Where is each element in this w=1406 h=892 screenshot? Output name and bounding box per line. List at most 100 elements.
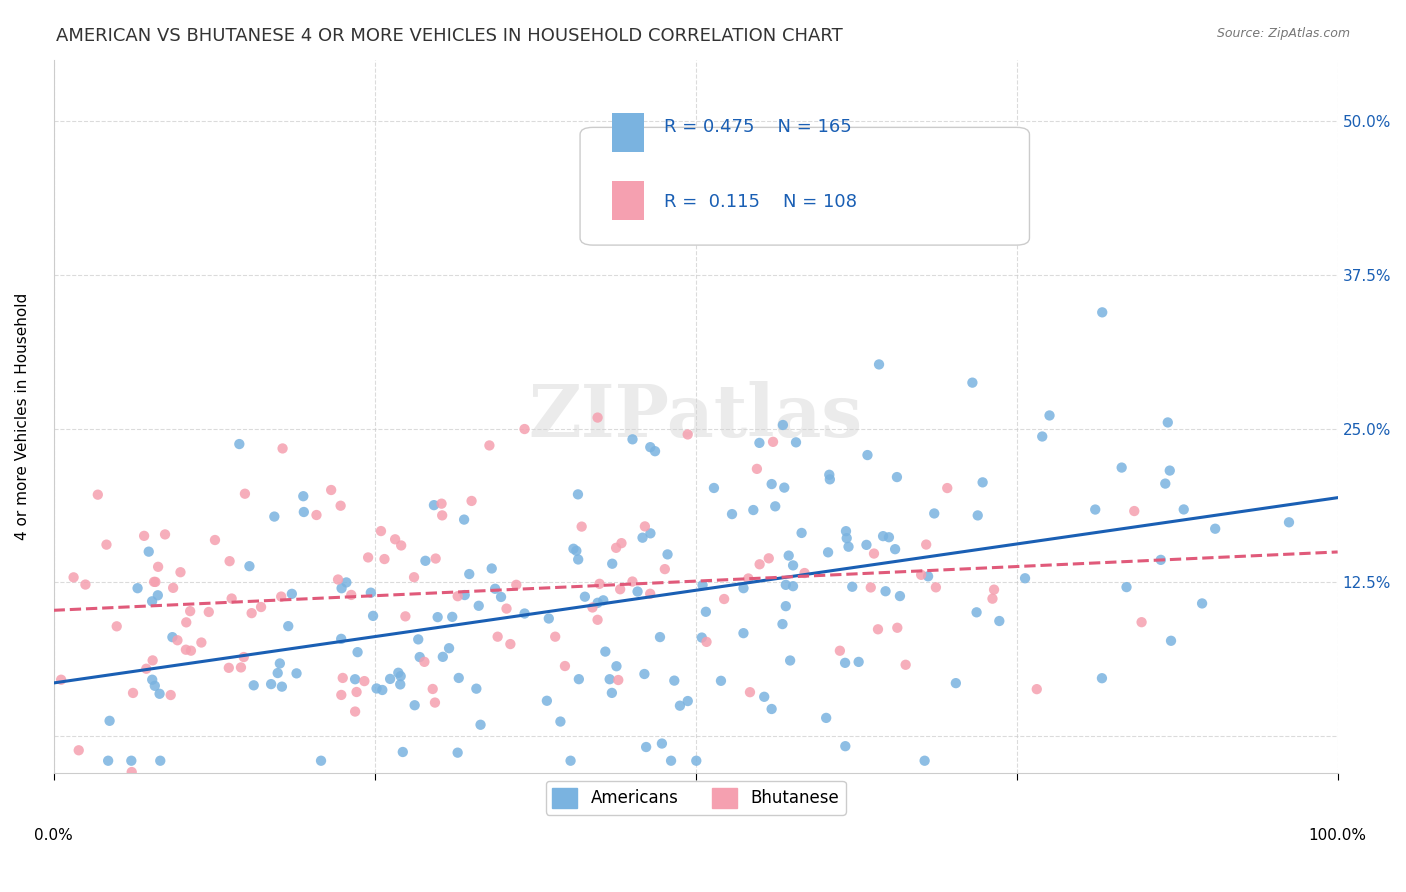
Point — [499, 637, 522, 651]
Point — [309, 754, 332, 768]
Point — [142, 653, 165, 667]
Point — [562, 541, 585, 556]
Point — [754, 690, 776, 704]
Point — [330, 688, 353, 702]
Point — [458, 567, 481, 582]
Point — [856, 448, 879, 462]
Point — [654, 562, 676, 576]
Point — [782, 558, 804, 573]
Point — [607, 673, 630, 687]
Point — [696, 635, 718, 649]
Point — [229, 660, 252, 674]
Point — [378, 672, 401, 686]
Point — [894, 657, 917, 672]
Point — [330, 632, 353, 646]
Point — [1111, 460, 1133, 475]
Text: R = 0.475    N = 165: R = 0.475 N = 165 — [664, 119, 851, 136]
Point — [263, 509, 285, 524]
Point — [446, 746, 468, 760]
Point — [610, 536, 633, 550]
Point — [983, 582, 1005, 597]
Point — [127, 581, 149, 595]
Point — [910, 567, 932, 582]
Point — [692, 578, 714, 592]
Point — [886, 470, 908, 484]
Point — [544, 630, 567, 644]
Text: AMERICAN VS BHUTANESE 4 OR MORE VEHICLES IN HOUSEHOLD CORRELATION CHART: AMERICAN VS BHUTANESE 4 OR MORE VEHICLES… — [56, 27, 844, 45]
Point — [162, 630, 184, 644]
Point — [49, 673, 72, 687]
Point — [737, 572, 759, 586]
Point — [889, 589, 911, 603]
Point — [775, 599, 797, 614]
Point — [848, 655, 870, 669]
Point — [565, 544, 588, 558]
Point — [292, 489, 315, 503]
Point — [174, 642, 197, 657]
Point — [149, 754, 172, 768]
Point — [197, 605, 219, 619]
Point — [1123, 504, 1146, 518]
Point — [621, 574, 644, 589]
Point — [550, 714, 572, 729]
Point — [1173, 502, 1195, 516]
Point — [758, 551, 780, 566]
Point — [122, 686, 145, 700]
Point — [595, 644, 617, 658]
Point — [166, 633, 188, 648]
Point — [361, 608, 384, 623]
Point — [145, 574, 167, 589]
Point — [599, 672, 621, 686]
Point — [285, 666, 308, 681]
Point — [834, 739, 856, 754]
Point — [972, 475, 994, 490]
Point — [640, 440, 662, 454]
Point — [855, 538, 877, 552]
Point — [835, 531, 858, 545]
Point — [962, 376, 984, 390]
Point — [470, 718, 492, 732]
Point — [218, 554, 240, 568]
Point — [775, 578, 797, 592]
Point — [605, 659, 627, 673]
Point — [966, 508, 988, 523]
Point — [763, 500, 786, 514]
Point — [609, 582, 631, 597]
Point — [834, 656, 856, 670]
Point — [644, 444, 666, 458]
Point — [690, 631, 713, 645]
Point — [703, 481, 725, 495]
Point — [828, 644, 851, 658]
Point — [936, 481, 959, 495]
Point — [793, 566, 815, 580]
Text: R =  0.115    N = 108: R = 0.115 N = 108 — [664, 194, 856, 211]
Point — [233, 486, 256, 500]
Point — [75, 577, 97, 591]
Point — [638, 587, 661, 601]
Point — [179, 604, 201, 618]
Text: 0.0%: 0.0% — [34, 829, 73, 843]
Point — [733, 581, 755, 595]
Point — [761, 477, 783, 491]
Point — [344, 672, 367, 686]
Point — [695, 605, 717, 619]
Point — [105, 619, 128, 633]
Point — [1031, 429, 1053, 443]
Point — [153, 527, 176, 541]
Point — [536, 694, 558, 708]
Point — [143, 574, 166, 589]
Point — [426, 610, 449, 624]
Point — [818, 472, 841, 486]
Point — [626, 584, 648, 599]
Point — [478, 438, 501, 452]
Point — [560, 754, 582, 768]
Point — [332, 671, 354, 685]
Text: Source: ZipAtlas.com: Source: ZipAtlas.com — [1216, 27, 1350, 40]
Point — [321, 483, 343, 497]
Point — [141, 594, 163, 608]
Y-axis label: 4 or more Vehicles in Household: 4 or more Vehicles in Household — [15, 293, 30, 540]
Point — [346, 685, 368, 699]
Point — [98, 714, 121, 728]
Point — [141, 673, 163, 687]
Point — [733, 626, 755, 640]
